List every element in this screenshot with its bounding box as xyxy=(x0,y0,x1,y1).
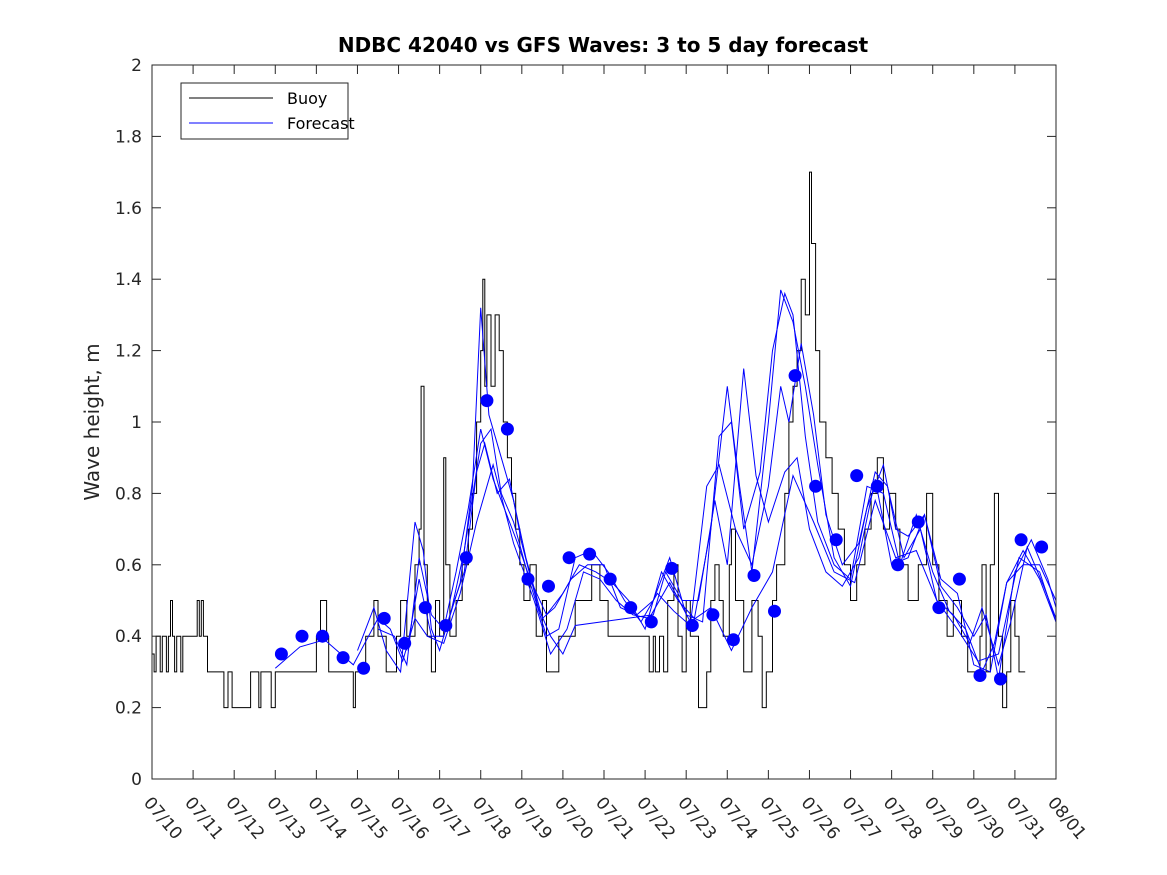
forecast-marker xyxy=(418,601,432,615)
legend-box xyxy=(180,82,349,140)
forecast-marker xyxy=(583,547,597,561)
forecast-marker xyxy=(521,572,535,586)
forecast-marker xyxy=(439,619,453,632)
y-tick-label: 1.4 xyxy=(115,270,142,290)
x-tick-label: 07/10 xyxy=(139,793,186,843)
plot-area xyxy=(152,65,1056,779)
y-tick-label: 0 xyxy=(131,770,142,790)
forecast-marker xyxy=(398,636,412,650)
x-tick-label: 07/20 xyxy=(550,793,597,843)
forecast-marker xyxy=(1014,533,1028,547)
forecast-marker xyxy=(932,601,946,615)
legend-entry-forecast: Forecast xyxy=(287,114,355,133)
forecast-marker xyxy=(973,669,987,682)
y-tick-label: 0.4 xyxy=(115,627,142,647)
forecast-marker xyxy=(911,515,925,529)
x-tick-label: 07/11 xyxy=(180,793,227,843)
forecast-markers xyxy=(274,369,1049,686)
forecast-marker xyxy=(562,551,576,565)
x-tick-label: 07/23 xyxy=(673,793,720,843)
x-tick-label: 07/17 xyxy=(427,793,474,843)
y-tick-label: 2 xyxy=(131,56,142,76)
x-tick-label: 07/22 xyxy=(632,793,679,843)
x-tick-label: 07/31 xyxy=(1002,793,1049,843)
forecast-marker xyxy=(870,479,884,493)
forecast-marker xyxy=(459,551,473,565)
x-tick-label: 07/26 xyxy=(797,793,844,843)
forecast-marker xyxy=(644,615,658,629)
x-tick-label: 07/28 xyxy=(879,793,926,843)
x-tick-label: 07/29 xyxy=(920,793,967,843)
forecast-marker xyxy=(952,572,966,586)
y-tick-label: 0.2 xyxy=(115,699,142,719)
forecast-marker xyxy=(706,608,720,622)
y-tick-label: 1.8 xyxy=(115,127,142,147)
forecast-marker xyxy=(603,572,617,586)
x-tick-label: 07/25 xyxy=(756,793,803,843)
forecast-marker xyxy=(994,672,1007,686)
x-tick-label: 07/12 xyxy=(221,793,268,843)
x-tick-label: 08/01 xyxy=(1043,793,1090,843)
forecast-marker xyxy=(891,558,905,572)
legend: Buoy Forecast xyxy=(180,82,355,140)
y-axis-label: Wave height, m xyxy=(80,343,104,500)
forecast-line-3 xyxy=(377,289,1056,680)
x-tick-label: 07/13 xyxy=(262,793,309,843)
forecast-marker xyxy=(274,647,288,661)
forecast-marker xyxy=(1035,540,1049,554)
forecast-marker xyxy=(685,619,699,632)
forecast-marker xyxy=(850,469,864,483)
x-tick-label: 07/19 xyxy=(509,793,556,843)
forecast-marker xyxy=(829,533,843,547)
x-tick-label: 07/18 xyxy=(468,793,515,843)
y-tick-label: 1.6 xyxy=(115,199,142,219)
buoy-series xyxy=(152,171,1026,709)
y-tick-label: 0.6 xyxy=(115,556,142,576)
forecast-marker xyxy=(316,629,329,643)
forecast-marker xyxy=(747,569,761,582)
forecast-marker xyxy=(768,604,781,618)
forecast-marker xyxy=(788,369,802,383)
y-tick-label: 1 xyxy=(131,413,142,433)
forecast-marker xyxy=(377,611,391,625)
x-tick-label: 07/21 xyxy=(591,793,638,843)
forecast-series xyxy=(274,289,1056,680)
forecast-marker xyxy=(480,394,494,408)
buoy-line xyxy=(152,171,1026,709)
x-tick-label: 07/14 xyxy=(304,793,351,843)
forecast-line-2 xyxy=(357,343,1056,674)
y-tick-label: 1.2 xyxy=(115,342,142,362)
forecast-marker xyxy=(295,629,309,643)
forecast-marker xyxy=(542,579,555,593)
x-tick-label: 07/30 xyxy=(961,793,1008,843)
legend-entry-buoy: Buoy xyxy=(287,89,327,108)
x-tick-label: 07/27 xyxy=(838,793,885,843)
forecast-marker xyxy=(665,561,679,575)
chart-title: NDBC 42040 vs GFS Waves: 3 to 5 day fore… xyxy=(338,33,869,57)
x-tick-label: 07/24 xyxy=(714,793,761,843)
forecast-marker xyxy=(357,661,371,675)
forecast-marker xyxy=(336,651,350,665)
forecast-line-4 xyxy=(406,291,1056,674)
forecast-marker xyxy=(726,633,740,647)
x-tick-label: 07/16 xyxy=(386,793,433,843)
forecast-marker xyxy=(624,601,638,615)
forecast-marker xyxy=(500,422,514,436)
forecast-line-5 xyxy=(451,368,1056,673)
forecast-marker xyxy=(809,479,823,493)
x-tick-label: 07/15 xyxy=(345,793,392,843)
y-tick-label: 0.8 xyxy=(115,484,142,504)
